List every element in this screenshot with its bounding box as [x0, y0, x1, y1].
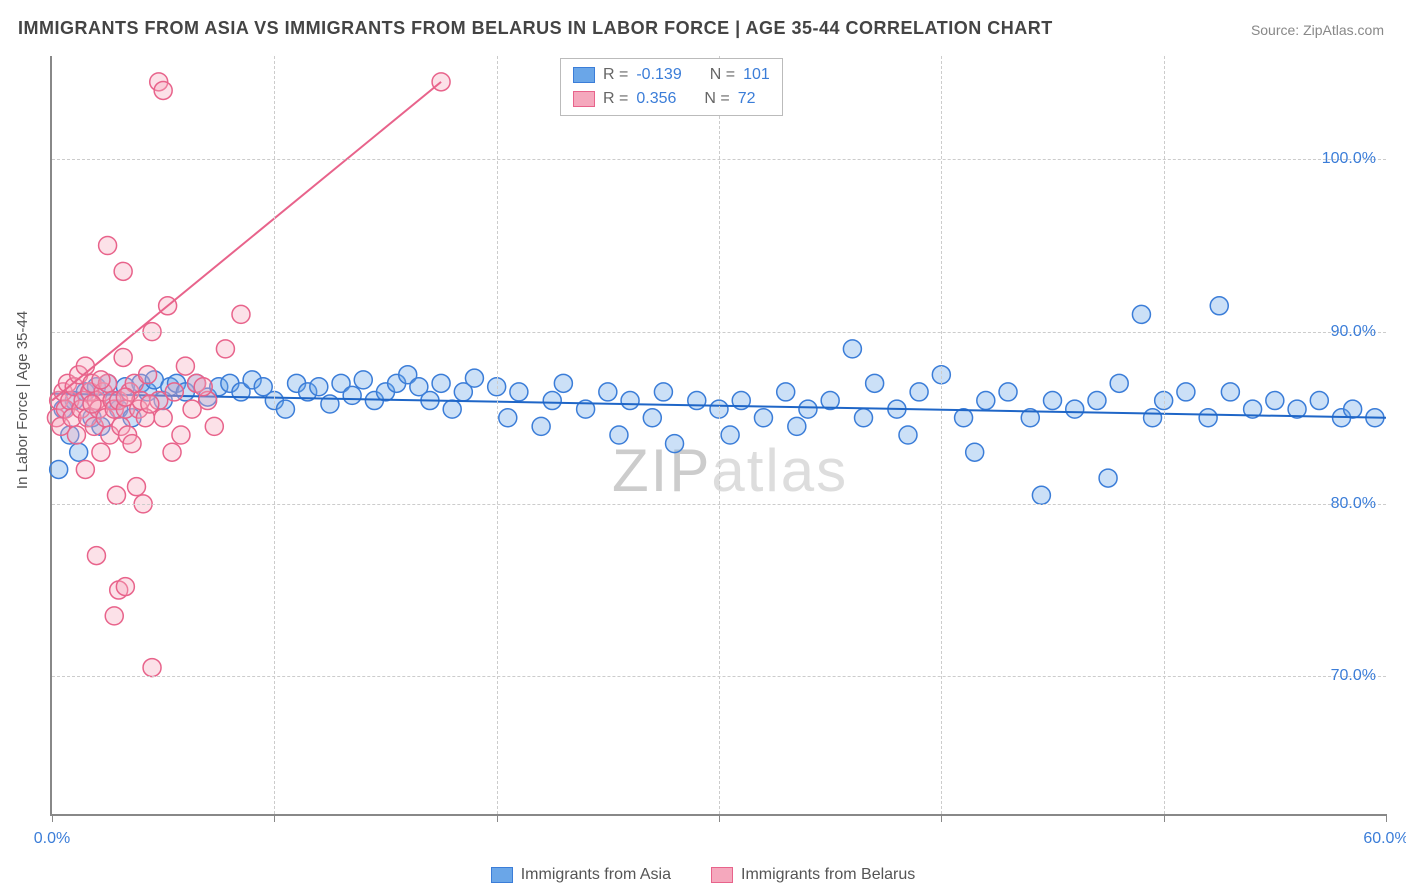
- data-point: [310, 378, 328, 396]
- data-point: [866, 374, 884, 392]
- data-point: [1044, 392, 1062, 410]
- legend-row-asia: R = -0.139 N = 101: [573, 63, 770, 87]
- data-point: [127, 478, 145, 496]
- swatch-belarus: [573, 91, 595, 107]
- data-point: [999, 383, 1017, 401]
- data-point: [666, 435, 684, 453]
- data-point: [1110, 374, 1128, 392]
- data-point: [1344, 400, 1362, 418]
- data-point: [176, 357, 194, 375]
- correlation-legend: R = -0.139 N = 101 R = 0.356 N = 72: [560, 58, 783, 116]
- data-point: [1032, 486, 1050, 504]
- series-legend: Immigrants from Asia Immigrants from Bel…: [0, 866, 1406, 884]
- data-point: [688, 392, 706, 410]
- data-point: [107, 486, 125, 504]
- data-point: [1088, 392, 1106, 410]
- data-point: [232, 305, 250, 323]
- data-point: [1210, 297, 1228, 315]
- source-attribution: Source: ZipAtlas.com: [1251, 22, 1384, 38]
- data-point: [76, 460, 94, 478]
- data-point: [143, 659, 161, 677]
- swatch-asia: [573, 67, 595, 83]
- data-point: [610, 426, 628, 444]
- data-point: [499, 409, 517, 427]
- data-point: [1266, 392, 1284, 410]
- y-axis-label: In Labor Force | Age 35-44: [14, 311, 31, 489]
- data-point: [532, 417, 550, 435]
- data-point: [116, 578, 134, 596]
- data-point: [843, 340, 861, 358]
- data-point: [1144, 409, 1162, 427]
- data-point: [966, 443, 984, 461]
- data-point: [432, 374, 450, 392]
- data-point: [114, 348, 132, 366]
- data-point: [1066, 400, 1084, 418]
- data-point: [92, 443, 110, 461]
- data-point: [654, 383, 672, 401]
- data-point: [554, 374, 572, 392]
- swatch-belarus-icon: [711, 867, 733, 883]
- data-point: [643, 409, 661, 427]
- data-point: [510, 383, 528, 401]
- data-point: [599, 383, 617, 401]
- data-point: [116, 388, 134, 406]
- data-point: [1132, 305, 1150, 323]
- chart-title: IMMIGRANTS FROM ASIA VS IMMIGRANTS FROM …: [18, 18, 1053, 39]
- legend-item-belarus: Immigrants from Belarus: [711, 866, 915, 884]
- data-point: [799, 400, 817, 418]
- plot-area: ZIPatlas 70.0%80.0%90.0%100.0%0.0%60.0%: [50, 56, 1386, 816]
- data-point: [621, 392, 639, 410]
- data-point: [1199, 409, 1217, 427]
- data-point: [205, 417, 223, 435]
- data-point: [92, 371, 110, 389]
- data-point: [172, 426, 190, 444]
- data-point: [87, 547, 105, 565]
- data-point: [443, 400, 461, 418]
- legend-label: Immigrants from Belarus: [741, 866, 915, 884]
- data-point: [83, 395, 101, 413]
- data-point: [105, 607, 123, 625]
- legend-label: Immigrants from Asia: [521, 866, 671, 884]
- data-point: [123, 435, 141, 453]
- data-point: [721, 426, 739, 444]
- data-point: [114, 262, 132, 280]
- swatch-asia-icon: [491, 867, 513, 883]
- data-point: [154, 81, 172, 99]
- data-point: [955, 409, 973, 427]
- data-point: [1221, 383, 1239, 401]
- data-point: [910, 383, 928, 401]
- data-point: [354, 371, 372, 389]
- data-point: [977, 392, 995, 410]
- data-point: [139, 366, 157, 384]
- data-point: [777, 383, 795, 401]
- legend-row-belarus: R = 0.356 N = 72: [573, 87, 770, 111]
- data-point: [1177, 383, 1195, 401]
- data-point: [70, 443, 88, 461]
- data-point: [163, 443, 181, 461]
- data-point: [343, 386, 361, 404]
- data-point: [165, 383, 183, 401]
- data-point: [216, 340, 234, 358]
- data-point: [788, 417, 806, 435]
- data-point: [154, 409, 172, 427]
- data-point: [465, 369, 483, 387]
- legend-item-asia: Immigrants from Asia: [491, 866, 671, 884]
- data-point: [855, 409, 873, 427]
- data-point: [276, 400, 294, 418]
- data-point: [899, 426, 917, 444]
- data-point: [1099, 469, 1117, 487]
- data-point: [99, 237, 117, 255]
- data-point: [141, 395, 159, 413]
- data-point: [50, 460, 68, 478]
- data-point: [67, 426, 85, 444]
- data-point: [194, 378, 212, 396]
- data-point: [754, 409, 772, 427]
- data-point: [1310, 392, 1328, 410]
- data-point: [543, 392, 561, 410]
